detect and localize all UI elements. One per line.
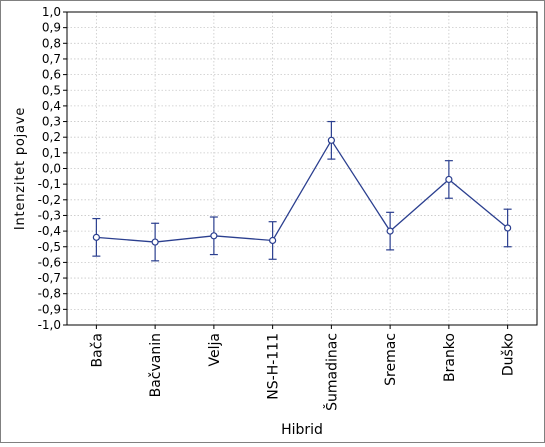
- x-tick-label: Branko: [442, 333, 458, 382]
- data-point: [269, 236, 277, 245]
- y-tick-label: 0,9: [42, 21, 61, 35]
- y-tick-label: -1,0: [38, 318, 61, 332]
- y-axis-label: Intenzitet pojave: [13, 107, 28, 230]
- y-tick-label: 0,2: [42, 130, 61, 144]
- y-tick-label: -0,6: [38, 255, 61, 269]
- x-tick-label: Duško: [501, 333, 517, 376]
- x-tick-label: Bačvanin: [148, 333, 164, 397]
- x-tick-label: Sremac: [383, 333, 399, 386]
- y-tick-label: -0,1: [38, 177, 61, 191]
- y-tick-label: 0,3: [42, 115, 61, 129]
- y-tick-label: -0,2: [38, 193, 61, 207]
- data-point: [151, 238, 159, 246]
- x-tick-label: Bača: [89, 333, 105, 367]
- data-point: [504, 224, 512, 232]
- y-tick-label: -0,3: [38, 208, 61, 222]
- grid: [67, 11, 537, 326]
- y-tick-label: 1,0: [42, 5, 61, 19]
- y-tick-label: 0,1: [42, 146, 61, 160]
- y-tick-label: 0,8: [42, 36, 61, 50]
- x-axis: Bača Bačvanin Velja NS-H-111 Šumadinac Sremac…: [89, 325, 517, 411]
- x-tick-label: Velja: [207, 333, 223, 366]
- y-tick-label: -0,9: [38, 302, 61, 316]
- y-tick-label: 0,7: [42, 52, 61, 66]
- series-line: [96, 139, 509, 243]
- data-points: [92, 136, 512, 246]
- y-tick-label: 0,4: [42, 99, 61, 113]
- y-tick-label: -0,8: [38, 287, 61, 301]
- y-tick-label: 0,0: [42, 162, 61, 176]
- x-tick-label: Šumadinac: [322, 333, 340, 411]
- y-tick-label: -0,7: [38, 271, 61, 285]
- x-axis-label: Hibrid: [281, 422, 323, 438]
- y-axis: 1,0 0,90,8 0,7 0,60,5 0,4 0,30,2 0,1 0,0-0,1 -0,…: [38, 5, 67, 332]
- data-point: [210, 232, 218, 240]
- y-tick-label: -0,4: [38, 224, 61, 238]
- x-tick-label: NS-H-111: [266, 333, 282, 400]
- data-point: [327, 136, 335, 144]
- y-tick-label: 0,5: [42, 83, 61, 97]
- data-point: [386, 227, 394, 235]
- y-tick-label: -0,5: [38, 240, 61, 254]
- data-point: [445, 175, 453, 184]
- y-tick-label: 0,6: [42, 68, 61, 82]
- data-point: [92, 233, 100, 241]
